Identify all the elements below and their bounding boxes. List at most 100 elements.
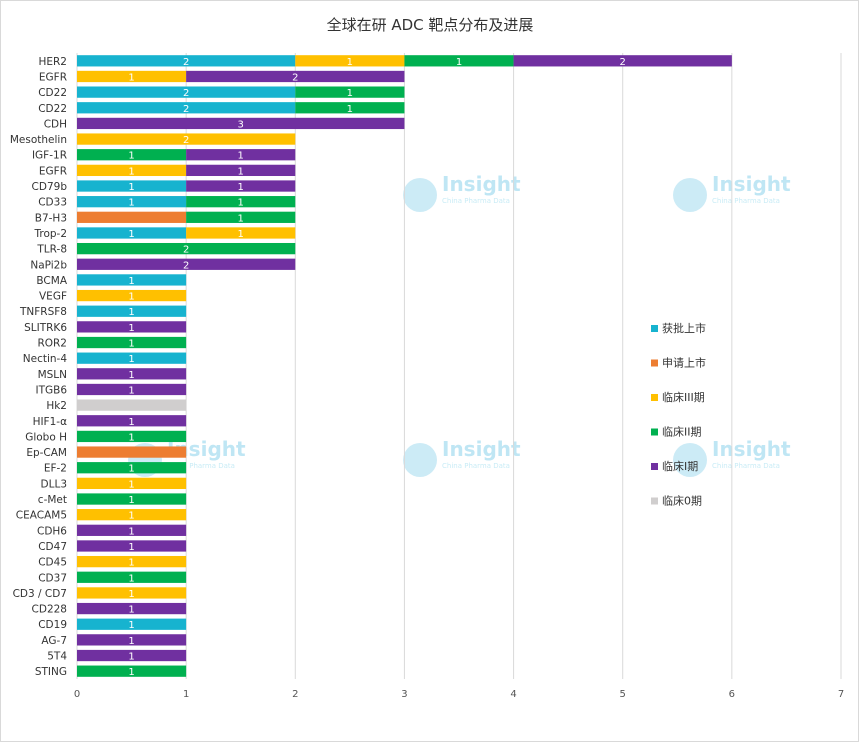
bar-segment-phase3 [77,509,187,521]
data-label: 1 [238,166,244,177]
data-label: 1 [128,166,134,177]
data-label: 1 [128,370,134,381]
bar-segment-approved [77,55,296,67]
legend-item-phase3: 临床III期 [651,390,705,404]
category-label: c-Met [38,494,67,506]
watermark-text: Insight [712,172,791,196]
bar-segment-phase1 [77,368,187,380]
bar-segment-phase2 [77,336,187,349]
bar-segment-approved [77,227,187,239]
data-label: 1 [456,57,462,68]
category-label: CD19 [38,619,67,631]
data-label: 1 [347,57,353,68]
bar-segment-phase1 [77,258,296,270]
data-label: 1 [128,198,134,209]
category-label: TNFRSF8 [19,306,67,318]
bar-segment-phase1 [186,149,296,161]
legend-item-phase0: 临床0期 [651,494,702,508]
category-label: EGFR [39,71,67,83]
data-label: 1 [128,339,134,350]
data-label: 2 [183,104,189,115]
data-label: 1 [128,276,134,287]
bar-segment-phase1 [186,164,296,177]
bar-segment-phase1 [77,540,187,552]
legend-swatch [651,359,658,367]
legend-label: 临床I期 [662,459,698,473]
bar-segment-phase2 [186,211,296,223]
data-label: 1 [128,542,134,553]
bar-segment-phase3 [186,227,296,239]
category-label: TLR-8 [36,244,67,256]
data-label: 1 [128,72,134,83]
watermark-subtext: China Pharma Data [167,462,235,470]
category-label: EGFR [39,165,67,177]
data-label: 1 [128,605,134,616]
bar-segment-phase2 [404,55,514,67]
watermark-circle-icon [673,178,707,212]
category-label: IGF-1R [32,150,67,162]
bar-segment-phase1 [77,524,187,536]
data-label: 1 [128,323,134,334]
x-tick-label: 4 [510,689,516,700]
data-label: 1 [128,667,134,678]
watermark-circle-icon [403,178,437,212]
category-label: SLITRK6 [24,322,67,334]
category-label: B7-H3 [35,212,67,224]
data-label: 2 [183,88,189,99]
data-label: 1 [128,354,134,365]
legend-swatch [651,428,658,436]
watermark-text: Insight [712,437,791,461]
watermark-text: Insight [442,172,521,196]
legend-item-phase2: 临床II期 [651,425,702,439]
category-label: ITGB6 [35,384,67,396]
category-label: Nectin-4 [23,353,68,365]
category-label: CDH6 [37,525,67,537]
bar-segment-phase3 [77,289,187,302]
bar-segment-phase3 [77,164,187,177]
legend-swatch [651,325,658,332]
data-label: 1 [128,526,134,537]
bar-segment-phase2 [77,462,187,474]
x-tick-label: 5 [620,689,626,700]
bar-segment-approved [77,180,187,192]
bar-segment-phase1 [77,649,187,662]
legend-swatch [651,394,658,401]
bar-segment-filed [77,446,187,458]
data-label: 1 [128,558,134,569]
data-label: 1 [238,213,244,224]
category-label: EF-2 [44,463,67,475]
data-label: 1 [128,229,134,240]
category-label: CD3 / CD7 [13,588,67,600]
bar-segment-phase3 [77,587,187,599]
x-tick-label: 1 [183,689,189,700]
data-label: 2 [183,57,189,68]
data-label: 1 [347,88,353,99]
bar-segment-phase3 [77,477,187,490]
bar-segment-approved [77,618,187,630]
chart-title: 全球在研 ADC 靶点分布及进展 [327,16,534,34]
x-tick-label: 7 [838,689,844,700]
category-label: BCMA [36,275,67,287]
bar-segment-phase2 [77,665,187,677]
category-label: VEGF [39,291,67,303]
data-label: 2 [183,260,189,271]
bar-segment-phase3 [295,55,405,67]
data-label: 1 [128,182,134,193]
x-tick-label: 0 [74,689,80,700]
data-label: 1 [238,198,244,209]
bar-segment-phase3 [77,555,187,568]
category-label: MSLN [38,369,67,381]
data-label: 1 [128,464,134,475]
data-label: 1 [128,417,134,428]
x-tick-labels: 0 1 2 3 4 5 6 7 [74,689,844,700]
bar-segment-phase2 [77,571,187,583]
watermark-subtext: China Pharma Data [712,462,780,470]
bar-segment-phase0 [77,399,187,411]
data-label: 1 [347,104,353,115]
watermark-subtext: China Pharma Data [442,462,510,470]
data-label: 2 [183,135,189,146]
